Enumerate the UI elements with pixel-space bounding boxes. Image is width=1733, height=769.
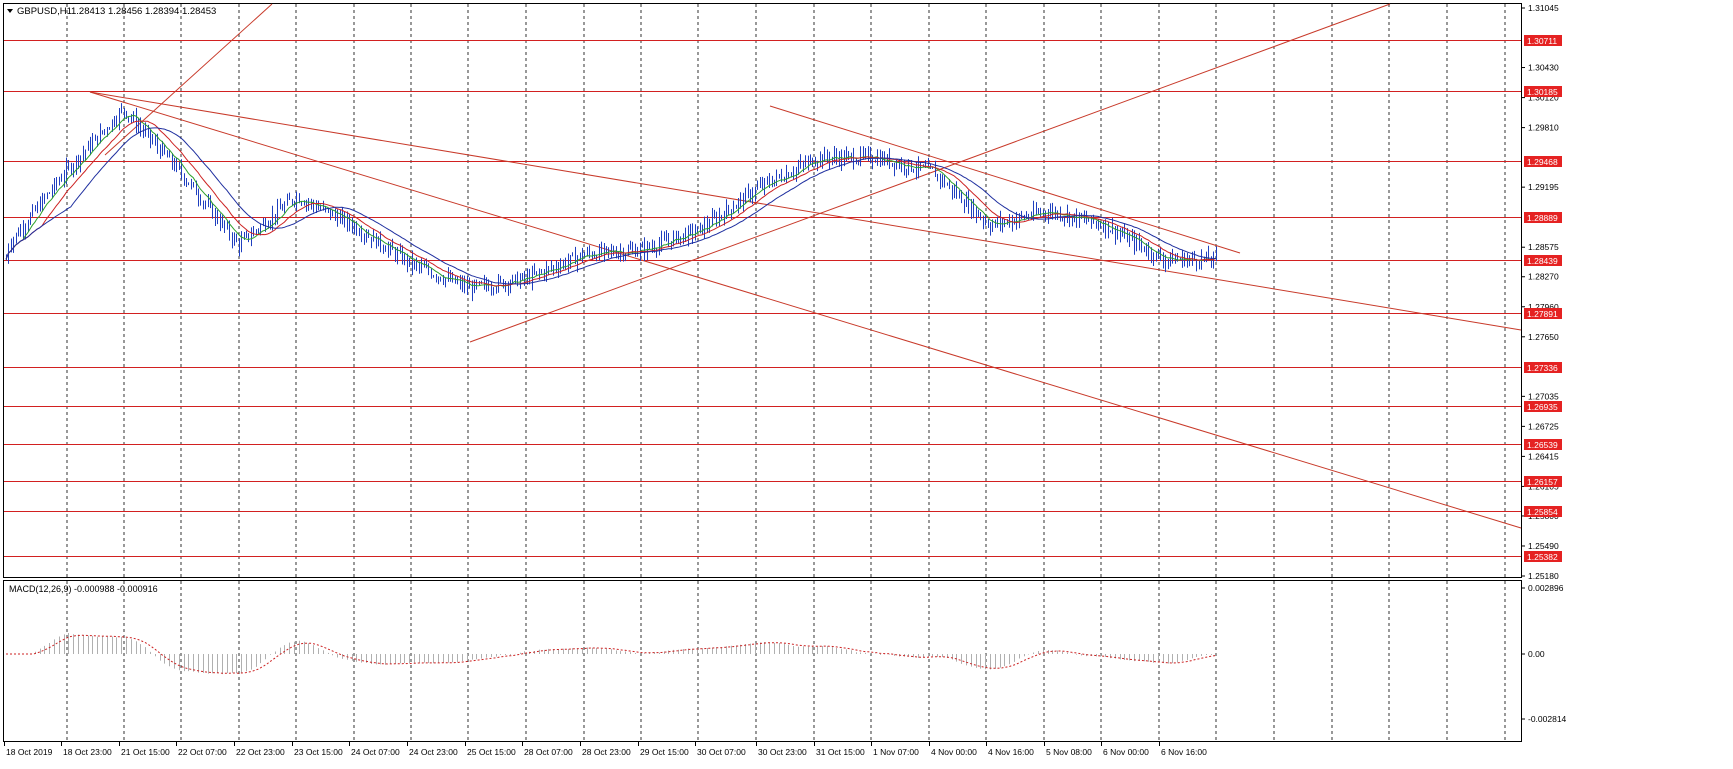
price-label-bg [1524,35,1562,46]
symbol-timeframe: GBPUSD,H1 [17,6,72,17]
ma-mid-line [5,120,1216,287]
time-label: 22 Oct 23:00 [236,747,285,757]
price-tick: 1.30120 [1528,93,1559,103]
price-label: 1.26539 [1527,440,1558,450]
price-label: 1.29468 [1527,157,1558,167]
price-label-bg [1524,506,1562,517]
price-tick: 1.27035 [1528,391,1559,401]
price-tick: 1.27960 [1528,302,1559,312]
macd-tick: 0.002896 [1528,583,1564,593]
time-label: 24 Oct 07:00 [351,747,400,757]
price-tick: 1.28270 [1528,272,1559,282]
price-tick: 1.27650 [1528,332,1559,342]
time-label: 30 Oct 23:00 [758,747,807,757]
price-label-bg [1524,476,1562,487]
time-label: 6 Nov 16:00 [1161,747,1207,757]
time-label: 4 Nov 16:00 [988,747,1034,757]
candles [6,103,1217,302]
macd-tick: -0.002814 [1528,714,1567,724]
price-tick: 1.29810 [1528,123,1559,133]
price-label: 1.26935 [1527,402,1558,412]
macd-indicator: 0.002896 0.00 -0.002814 [6,583,1567,724]
horizontal-lines[interactable] [4,40,1521,557]
time-label: 18 Oct 2019 [6,747,53,757]
price-tick: 1.26415 [1528,451,1559,461]
price-tick: 1.30430 [1528,63,1559,73]
price-label-bg [1524,86,1562,97]
price-tick: 1.28575 [1528,242,1559,252]
time-label: 30 Oct 07:00 [697,747,746,757]
price-label-bg [1524,551,1562,562]
price-label: 1.27891 [1527,309,1558,319]
chevron-down-icon[interactable] [7,9,13,13]
price-label-bg [1524,362,1562,373]
price-tick: 1.25180 [1528,571,1559,581]
time-label: 29 Oct 15:00 [640,747,689,757]
trendline[interactable] [769,105,1241,254]
ma-slow-line [5,127,1216,285]
price-label: 1.25382 [1527,552,1558,562]
main-chart-frame [3,3,1522,578]
price-label-bg [1524,212,1562,223]
macd-tick: 0.00 [1528,649,1545,659]
time-label: 31 Oct 15:00 [816,747,865,757]
time-label: 28 Oct 23:00 [582,747,631,757]
time-label: 6 Nov 00:00 [1103,747,1149,757]
time-label: 1 Nov 07:00 [873,747,919,757]
price-tick: 1.29195 [1528,182,1559,192]
macd-signal-line [6,634,1216,674]
time-label: 28 Oct 07:00 [524,747,573,757]
price-label: 1.30711 [1527,36,1557,46]
time-label: 23 Oct 15:00 [294,747,343,757]
macd-title: MACD(12,26,9) -0.000988 -0.000916 [9,584,158,594]
time-axis: 18 Oct 2019 18 Oct 23:00 21 Oct 15:00 22 Oc… [4,742,1207,757]
price-label-bg [1524,401,1562,412]
time-label: 25 Oct 15:00 [467,747,516,757]
price-label: 1.28439 [1527,256,1558,266]
price-labels: 1.30711 1.30185 1.29468 1.28889 1.28439 1.278… [1524,35,1562,562]
price-label: 1.27336 [1527,363,1558,373]
time-label: 24 Oct 23:00 [409,747,458,757]
price-label: 1.30185 [1527,87,1558,97]
price-label: 1.28889 [1527,213,1558,223]
price-label: 1.26157 [1527,477,1558,487]
price-axis: 1.31045 1.30430 1.30120 1.29810 1.29195 1.285… [1521,3,1559,581]
trendline[interactable] [104,3,273,156]
price-label-bg [1524,255,1562,266]
time-label: 5 Nov 08:00 [1046,747,1092,757]
trendline[interactable] [469,3,1391,343]
price-tick: 1.25490 [1528,541,1559,551]
macd-frame [3,580,1522,742]
trendline[interactable] [89,91,1522,529]
time-label: 18 Oct 23:00 [63,747,112,757]
price-label-bg [1524,439,1562,450]
time-label: 21 Oct 15:00 [121,747,170,757]
price-tick: 1.31045 [1528,3,1559,13]
grid [66,4,1506,741]
ohlc-values: 1.28413 1.28456 1.28394 1.28453 [71,6,216,17]
trendline[interactable] [89,91,1522,331]
price-tick: 1.26725 [1528,421,1559,431]
price-label-bg [1524,156,1562,167]
price-label-bg [1524,308,1562,319]
trendlines[interactable] [89,3,1522,529]
price-label: 1.25854 [1527,507,1558,517]
moving-averages [5,114,1216,287]
time-label: 4 Nov 00:00 [931,747,977,757]
time-label: 22 Oct 07:00 [178,747,227,757]
